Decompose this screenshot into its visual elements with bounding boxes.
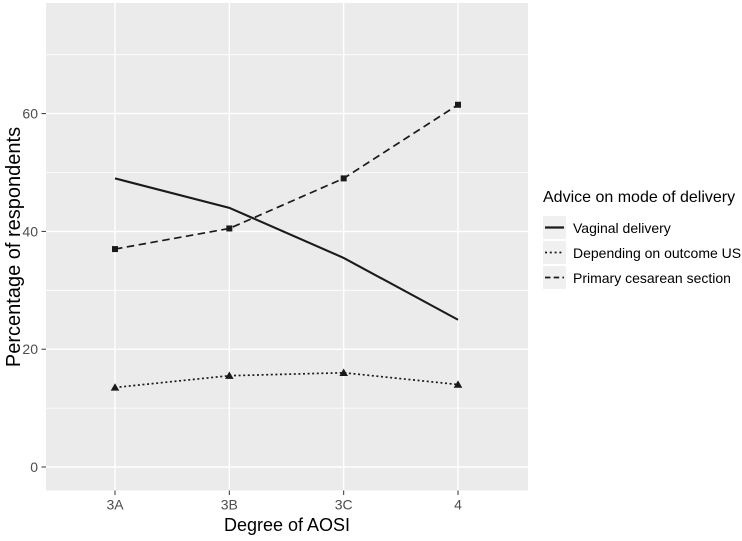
x-tick-label: 3B bbox=[221, 497, 238, 513]
y-axis-title: Percentage of respondents bbox=[3, 126, 25, 368]
series-line-1 bbox=[114, 371, 459, 389]
square-marker bbox=[455, 101, 461, 108]
square-marker bbox=[112, 246, 118, 253]
dashed-line-key-icon bbox=[543, 266, 566, 289]
x-axis-title: Degree of AOSI bbox=[223, 515, 351, 535]
triangle-marker bbox=[225, 371, 234, 379]
triangle-marker bbox=[110, 383, 120, 391]
legend-item-depending-on-outcome-us: Depending on outcome US bbox=[543, 240, 741, 265]
legend-title: Advice on mode of delivery bbox=[543, 189, 736, 206]
y-tick-label: 20 bbox=[22, 341, 38, 357]
y-tick-label: 40 bbox=[22, 223, 38, 239]
x-tick-label: 3A bbox=[106, 497, 124, 513]
triangle-marker bbox=[339, 368, 348, 376]
legend: Advice on mode of delivery Vaginal deliv… bbox=[543, 189, 741, 290]
legend-item-label: Vaginal delivery bbox=[573, 219, 671, 236]
solid-line-key-icon bbox=[543, 216, 566, 239]
y-tick-label: 60 bbox=[22, 106, 38, 122]
dotted-line-key-icon bbox=[543, 241, 566, 264]
x-tick-label: 4 bbox=[454, 497, 462, 513]
legend-item-label: Primary cesarean section bbox=[573, 269, 731, 286]
x-tick-label: 3C bbox=[335, 497, 353, 513]
legend-item-primary-cesarean-section: Primary cesarean section bbox=[543, 265, 741, 290]
square-marker bbox=[226, 225, 233, 232]
legend-item-vaginal-delivery: Vaginal delivery bbox=[543, 215, 741, 240]
series-line-0 bbox=[114, 177, 459, 321]
y-tick-label: 0 bbox=[30, 459, 38, 475]
legend-item-label: Depending on outcome US bbox=[573, 244, 742, 261]
triangle-marker bbox=[453, 380, 463, 388]
plot-panel bbox=[46, 3, 528, 491]
square-marker bbox=[340, 175, 347, 182]
